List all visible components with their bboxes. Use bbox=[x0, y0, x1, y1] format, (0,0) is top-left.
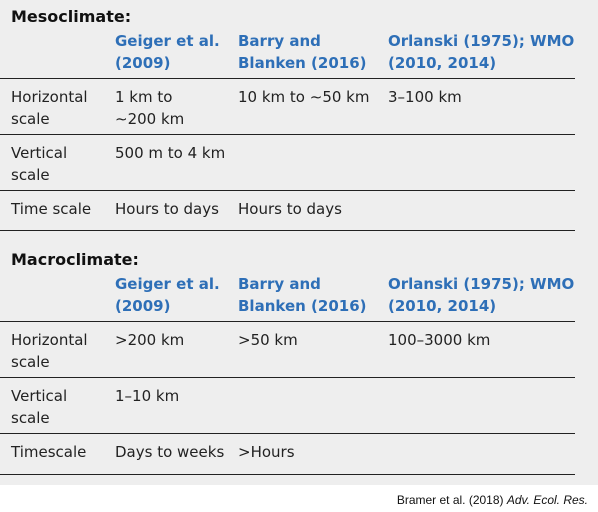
cell-geiger-horizontal: >200 km bbox=[115, 331, 185, 349]
divider bbox=[0, 230, 575, 231]
cell-geiger-time: Days to weeks bbox=[115, 443, 225, 461]
cell-geiger-vertical: 1–10 km bbox=[115, 387, 180, 405]
header-barry-line2: Blanken (2016) bbox=[238, 54, 367, 72]
row-label-vertical: Vertical scale bbox=[11, 142, 67, 186]
header-barry: Barry and Blanken (2016) bbox=[238, 273, 366, 317]
cell-barry-horizontal: 10 km to ∼50 km bbox=[238, 88, 370, 106]
header-barry: Barry and Blanken (2016) bbox=[238, 30, 366, 74]
header-barry-line2: Blanken (2016) bbox=[238, 297, 367, 315]
cell-barry-time: Hours to days bbox=[238, 200, 342, 218]
source-caption: Bramer et al. (2018) Adv. Ecol. Res. bbox=[397, 493, 588, 507]
row-label-line1: Horizontal bbox=[11, 331, 88, 349]
row-label-line2: scale bbox=[11, 166, 50, 184]
row-label-time: Time scale bbox=[11, 200, 92, 218]
row-label-line2: scale bbox=[11, 353, 50, 371]
cell-geiger-time: Hours to days bbox=[115, 200, 219, 218]
cell-line2: ∼200 km bbox=[115, 110, 185, 128]
divider bbox=[0, 433, 575, 434]
divider bbox=[0, 190, 575, 191]
row-label-horizontal: Horizontal scale bbox=[11, 329, 88, 373]
mesoclimate-title: Mesoclimate: bbox=[11, 7, 132, 26]
caption-authors: Bramer et al. (2018) bbox=[396, 493, 507, 507]
row-label-line1: Horizontal bbox=[11, 88, 88, 106]
header-geiger-line1: Geiger et al. bbox=[115, 32, 220, 50]
cell-geiger-vertical: 500 m to 4 km bbox=[115, 144, 226, 162]
row-label-time: Timescale bbox=[11, 443, 87, 461]
row-label-vertical: Vertical scale bbox=[11, 385, 67, 429]
divider bbox=[0, 377, 575, 378]
header-geiger: Geiger et al. (2009) bbox=[115, 30, 220, 74]
divider bbox=[0, 78, 575, 79]
header-orlanski-line1: Orlanski (1975); WMO bbox=[388, 275, 575, 293]
cell-line1: 1 km to bbox=[115, 88, 173, 106]
table-panel: Mesoclimate: Geiger et al. (2009) Barry … bbox=[0, 0, 598, 485]
header-orlanski-line1: Orlanski (1975); WMO bbox=[388, 32, 575, 50]
row-label-line2: scale bbox=[11, 110, 50, 128]
row-label-line2: scale bbox=[11, 409, 50, 427]
cell-barry-horizontal: >50 km bbox=[238, 331, 298, 349]
header-orlanski: Orlanski (1975); WMO (2010, 2014) bbox=[388, 30, 574, 74]
header-barry-line1: Barry and bbox=[238, 32, 321, 50]
row-label-line1: Vertical bbox=[11, 387, 68, 405]
cell-orlanski-horizontal: 100–3000 km bbox=[388, 331, 491, 349]
macroclimate-title: Macroclimate: bbox=[11, 250, 139, 269]
caption-journal: Adv. Ecol. Res. bbox=[506, 493, 588, 507]
header-geiger-line2: (2009) bbox=[115, 297, 171, 315]
cell-orlanski-horizontal: 3–100 km bbox=[388, 88, 462, 106]
header-geiger-line2: (2009) bbox=[115, 54, 171, 72]
divider bbox=[0, 134, 575, 135]
row-label-line1: Vertical bbox=[11, 144, 68, 162]
header-barry-line1: Barry and bbox=[238, 275, 321, 293]
row-label-horizontal: Horizontal scale bbox=[11, 86, 88, 130]
divider bbox=[0, 474, 575, 475]
header-geiger: Geiger et al. (2009) bbox=[115, 273, 220, 317]
cell-geiger-horizontal: 1 km to ∼200 km bbox=[115, 86, 184, 130]
header-geiger-line1: Geiger et al. bbox=[115, 275, 220, 293]
cell-barry-time: >Hours bbox=[238, 443, 295, 461]
divider bbox=[0, 321, 575, 322]
header-orlanski-line2: (2010, 2014) bbox=[388, 54, 497, 72]
header-orlanski: Orlanski (1975); WMO (2010, 2014) bbox=[388, 273, 574, 317]
header-orlanski-line2: (2010, 2014) bbox=[388, 297, 497, 315]
